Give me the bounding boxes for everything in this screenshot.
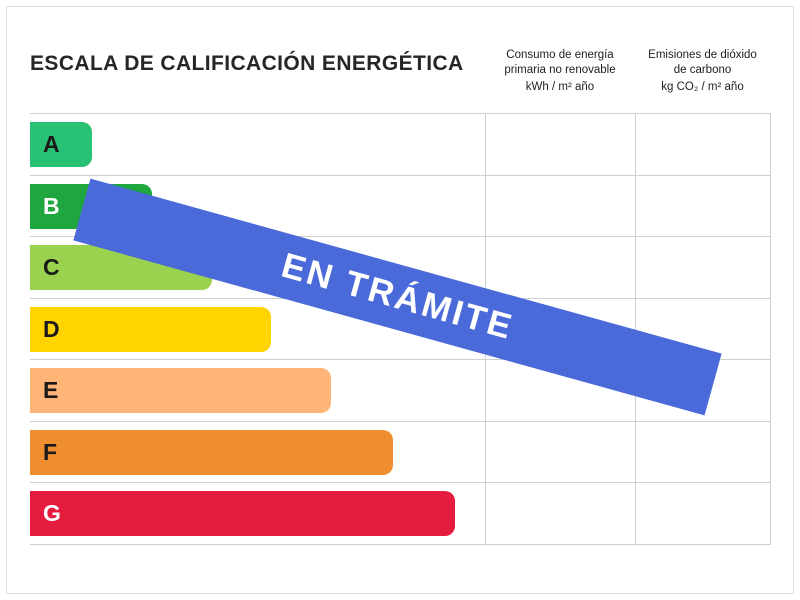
emissions-cell [635,421,770,482]
consumption-cell [485,483,635,544]
rating-bar-cell: F [30,422,485,483]
rating-letter: B [43,192,60,219]
rating-row: D [30,298,770,360]
emissions-cell [635,298,770,359]
rating-bar: E [30,368,331,413]
rating-letter: C [43,254,60,280]
rating-bar: D [30,306,271,352]
emissions-cell [635,483,770,544]
rating-letter: A [43,131,60,157]
unit-label: kWh / m² año [525,81,595,93]
rating-bar-cell: A [30,114,485,175]
emissions-cell [635,114,770,175]
rating-row: F [30,421,770,483]
rating-bar-cell: D [30,299,485,360]
consumption-cell [485,175,635,236]
rating-bar: A [30,122,92,167]
page-title: ESCALA DE CALIFICACIÓN ENERGÉTICA [30,52,464,75]
rating-letter: D [43,315,60,342]
column-header-emissions: Emisiones de dióxido de carbono kg CO₂ /… [635,48,770,95]
rating-bar-cell: G [30,483,485,544]
rating-bar: G [30,491,455,536]
consumption-cell [485,421,635,482]
header-line: Consumo de energía [506,49,614,61]
consumption-cell [485,237,635,298]
emissions-cell [635,175,770,236]
header-line: primaria no renovable [504,64,616,76]
rating-bar-cell: E [30,360,485,421]
rating-letter: F [43,438,58,465]
rating-row: G [30,483,770,545]
header-line: de carbono [673,64,732,76]
rating-letter: E [43,377,59,403]
rating-bar: F [30,429,393,475]
header-line: Emisiones de dióxido [648,49,757,61]
consumption-cell [485,114,635,175]
rating-row: E [30,360,770,422]
emissions-cell [635,237,770,298]
rating-row: A [30,114,770,176]
rating-letter: G [43,500,61,526]
column-header-consumption: Consumo de energía primaria no renovable… [485,48,635,95]
consumption-cell [485,360,635,421]
unit-label: kg CO₂ / m² año [661,81,744,93]
